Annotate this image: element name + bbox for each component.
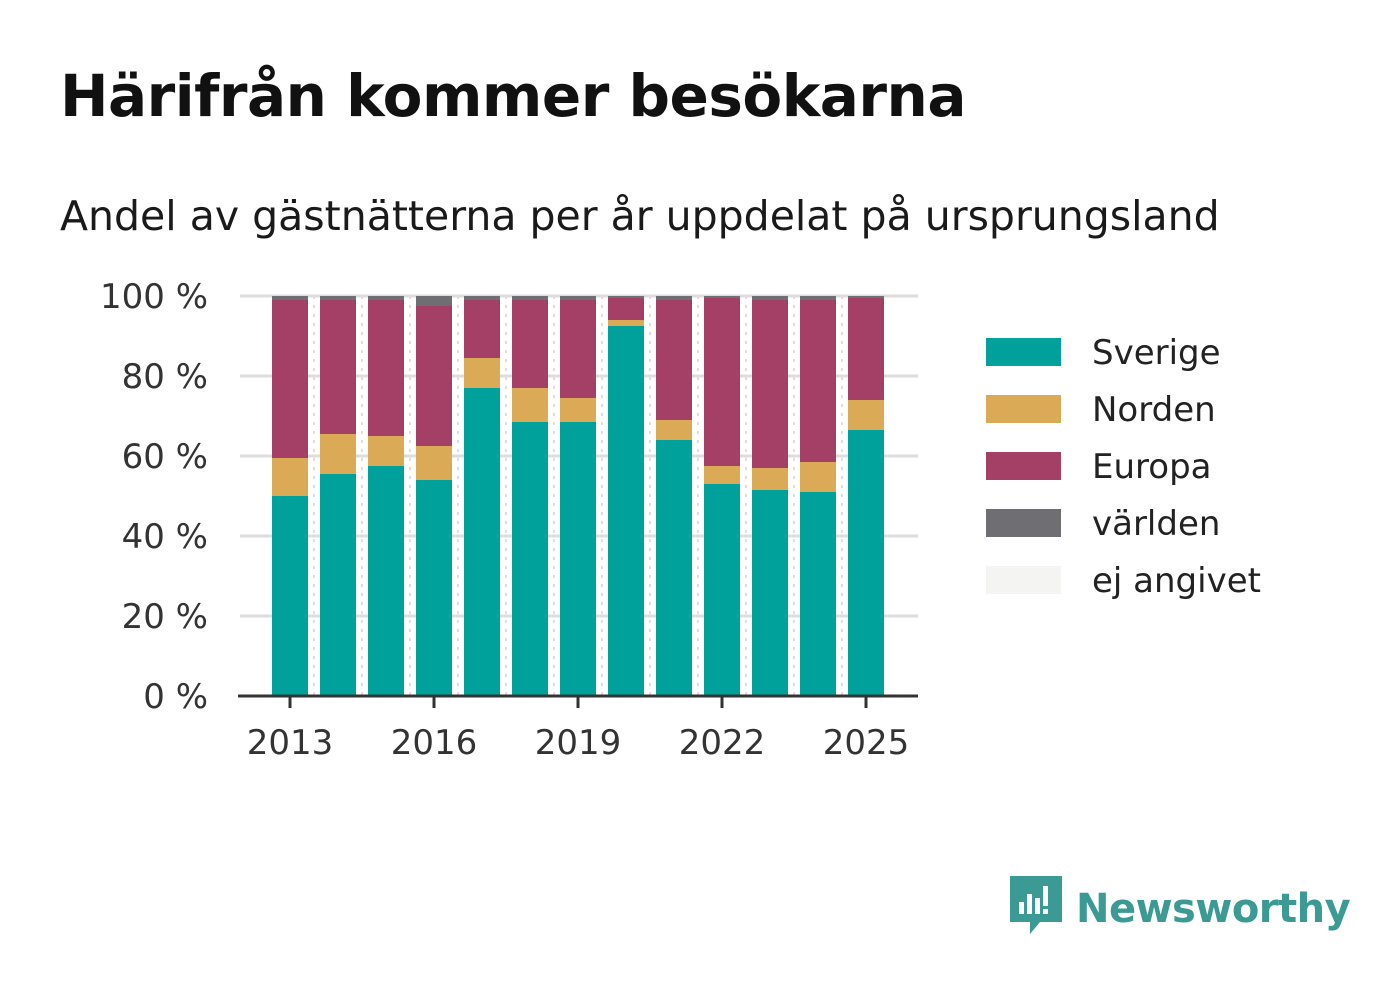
bar-segment: 2019 Europa: 24.5 % <box>560 300 596 398</box>
y-tick-label: 100 % <box>100 277 208 317</box>
y-tick-label: 0 % <box>143 677 208 717</box>
bar-segment: 2025 Europa: 25.5 % <box>848 298 884 400</box>
legend-label: Norden <box>1092 390 1216 430</box>
legend-label: Sverige <box>1092 333 1221 373</box>
bar-segment: 2022 Norden: 4.5 % <box>704 466 740 484</box>
bar-segment: 2015 Europa: 34 % <box>368 300 404 436</box>
bar-segment: 2020 Norden: 1.5 % <box>608 320 644 326</box>
bar-segment: 2024 världen: 1 % <box>800 296 836 300</box>
legend-label: Europa <box>1092 447 1211 487</box>
legend-swatch <box>986 452 1061 480</box>
bar-segment: 2018 världen: 1 % <box>512 296 548 300</box>
bar-segment: 2019 världen: 1 % <box>560 296 596 300</box>
bar-segment: 2023 Norden: 5.5 % <box>752 468 788 490</box>
bar-segment: 2017 Norden: 7.5 % <box>464 358 500 388</box>
bar-segment: 2021 världen: 1 % <box>656 296 692 300</box>
brand-logo: Newsworthy <box>1010 876 1351 942</box>
bar-segment: 2018 Sverige: 68.5 % <box>512 422 548 696</box>
bar-segment: 2016 Norden: 8.5 % <box>416 446 452 480</box>
legend-swatch <box>986 395 1061 423</box>
legend: Sverige Norden Europa världen ej angivet <box>986 333 1261 601</box>
bar-segment: 2022 Sverige: 53 % <box>704 484 740 696</box>
bar-segment: 2023 Sverige: 51.5 % <box>752 490 788 696</box>
bar-segment: 2019 Sverige: 68.5 % <box>560 422 596 696</box>
bar-segment: 2025 världen: 0.5 % <box>848 296 884 298</box>
bar-segment: 2023 Europa: 42 % <box>752 300 788 468</box>
bar-segment: 2016 världen: 2.5 % <box>416 296 452 306</box>
x-tick-label: 2025 <box>823 723 910 763</box>
bar-segment: 2025 Norden: 7.5 % <box>848 400 884 430</box>
brand-name: Newsworthy <box>1076 886 1351 932</box>
bar-segment: 2016 Europa: 35 % <box>416 306 452 446</box>
bar-segment: 2015 världen: 1 % <box>368 296 404 300</box>
axes: 0 % 20 % 40 % 60 % 80 % 100 % 2013 2016 2019 2022… <box>100 277 918 763</box>
legend-swatch <box>986 338 1061 366</box>
bar-segment: 2017 Europa: 14.5 % <box>464 300 500 358</box>
chart-title: Härifrån kommer besökarna <box>60 62 966 130</box>
legend-swatch <box>986 566 1061 594</box>
bar-segment: 2019 Norden: 6 % <box>560 398 596 422</box>
bar-segment: 2017 världen: 1 % <box>464 296 500 300</box>
bar-segment: 2014 Europa: 33.5 % <box>320 300 356 434</box>
legend-label: världen <box>1092 504 1220 544</box>
newsworthy-logo-icon <box>1010 876 1062 942</box>
legend-swatch <box>986 509 1061 537</box>
bar-segment: 2017 Sverige: 77 % <box>464 388 500 696</box>
bar-segment: 2015 Sverige: 57.5 % <box>368 466 404 696</box>
bar-segment: 2020 Europa: 5.5 % <box>608 298 644 320</box>
bar-segment: 2022 Europa: 42 % <box>704 298 740 466</box>
x-tick-label: 2022 <box>679 723 766 763</box>
bar-segment: 2024 Europa: 40.5 % <box>800 300 836 462</box>
bar-segment: 2018 Europa: 22 % <box>512 300 548 388</box>
y-tick-label: 80 % <box>122 357 208 397</box>
bar-segment: 2022 världen: 0.5 % <box>704 296 740 298</box>
bar-segment: 2016 Sverige: 54 % <box>416 480 452 696</box>
x-tick-label: 2019 <box>535 723 622 763</box>
bar-segment: 2014 Sverige: 55.5 % <box>320 474 356 696</box>
y-tick-label: 60 % <box>122 437 208 477</box>
bar-segment: 2025 Sverige: 66.5 % <box>848 430 884 696</box>
bar-segment: 2021 Norden: 5 % <box>656 420 692 440</box>
bars: 2013 Sverige: 50 %2013 Norden: 9.5 %2013… <box>272 296 884 696</box>
x-tick-label: 2016 <box>391 723 478 763</box>
chart-subtitle: Andel av gästnätterna per år uppdelat på… <box>60 192 1220 240</box>
y-tick-label: 20 % <box>122 597 208 637</box>
legend-label: ej angivet <box>1092 561 1261 601</box>
bar-segment: 2020 Sverige: 92.5 % <box>608 326 644 696</box>
y-tick-label: 40 % <box>122 517 208 557</box>
x-tick-label: 2013 <box>247 723 334 763</box>
bar-segment: 2013 världen: 1 % <box>272 296 308 300</box>
bar-segment: 2014 Norden: 10 % <box>320 434 356 474</box>
bar-segment: 2024 Sverige: 51 % <box>800 492 836 696</box>
bar-segment: 2018 Norden: 8.5 % <box>512 388 548 422</box>
bar-segment: 2024 Norden: 7.5 % <box>800 462 836 492</box>
bar-segment: 2015 Norden: 7.5 % <box>368 436 404 466</box>
bar-segment: 2013 Norden: 9.5 % <box>272 458 308 496</box>
bar-segment: 2021 Sverige: 64 % <box>656 440 692 696</box>
bar-segment: 2021 Europa: 30 % <box>656 300 692 420</box>
bar-segment: 2013 Europa: 39.5 % <box>272 300 308 458</box>
bar-segment: 2013 Sverige: 50 % <box>272 496 308 696</box>
bar-segment: 2014 världen: 1 % <box>320 296 356 300</box>
bar-segment: 2023 världen: 1 % <box>752 296 788 300</box>
bar-segment: 2020 världen: 0.5 % <box>608 296 644 298</box>
